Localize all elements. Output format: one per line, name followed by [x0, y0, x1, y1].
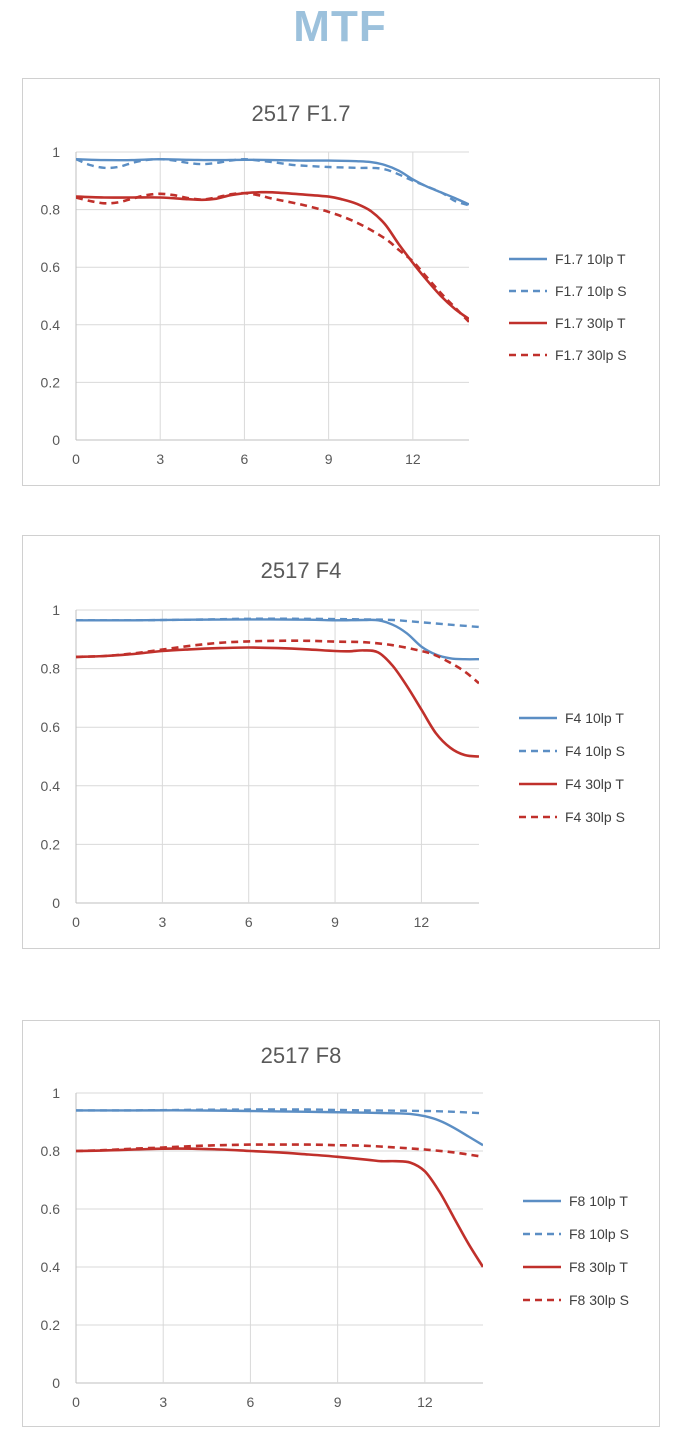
chart-title: 2517 F1.7: [251, 101, 350, 126]
series-line-f4-30lp-t: [76, 646, 479, 758]
y-tick-label: 0: [52, 432, 60, 448]
y-tick-label: 1: [52, 1085, 60, 1101]
y-tick-label: 0.6: [41, 719, 61, 735]
series-line-f8-30lp-t: [76, 1147, 483, 1268]
mtf-chart-svg: 2517 F1.7 0 0.2 0.4 0.6 0.8 1 0 3 6 9 12 F1.7 10lp T…: [41, 101, 627, 467]
mtf-chart-panel-f4: 2517 F4 0 0.2 0.4 0.6 0.8 1 0 3 6 9 12 F4 10lp T F4 1…: [22, 535, 660, 949]
y-tick-label: 0.6: [41, 1201, 61, 1217]
series-line-f4-30lp-s: [76, 639, 479, 685]
x-tick-label: 9: [334, 1394, 342, 1410]
legend-label: F4 30lp S: [565, 809, 625, 825]
x-tick-label: 3: [158, 914, 166, 930]
y-tick-label: 0.8: [41, 202, 61, 218]
legend-label: F1.7 30lp T: [555, 315, 626, 331]
chart-title: 2517 F8: [261, 1043, 342, 1068]
legend-label: F4 10lp S: [565, 743, 625, 759]
series-line-f8-10lp-t: [76, 1109, 483, 1147]
chart-title: 2517 F4: [261, 558, 342, 583]
y-tick-label: 0.4: [41, 1259, 61, 1275]
x-tick-label: 3: [159, 1394, 167, 1410]
y-tick-label: 0: [52, 895, 60, 911]
y-tick-label: 0.8: [41, 661, 61, 677]
legend-label: F8 30lp T: [569, 1259, 628, 1275]
mtf-chart-svg: 2517 F4 0 0.2 0.4 0.6 0.8 1 0 3 6 9 12 F4 10lp T F4 1…: [41, 558, 625, 930]
legend-label: F4 10lp T: [565, 710, 624, 726]
y-tick-label: 0: [52, 1375, 60, 1391]
mtf-chart-svg: 2517 F8 0 0.2 0.4 0.6 0.8 1 0 3 6 9 12 F8 10lp T F8 1…: [41, 1043, 629, 1410]
legend-label: F1.7 10lp S: [555, 283, 627, 299]
y-tick-label: 0.6: [41, 259, 61, 275]
series-line-f8-30lp-s: [76, 1143, 483, 1159]
x-tick-label: 0: [72, 451, 80, 467]
x-tick-label: 6: [245, 914, 253, 930]
y-tick-label: 1: [52, 144, 60, 160]
series-line-f8-10lp-s: [76, 1108, 483, 1115]
y-tick-label: 0.2: [41, 374, 61, 390]
x-tick-label: 0: [72, 914, 80, 930]
x-tick-label: 6: [241, 451, 249, 467]
series-line-f1-7-30lp-t: [76, 190, 469, 321]
x-tick-label: 12: [405, 451, 421, 467]
x-tick-label: 12: [417, 1394, 433, 1410]
y-tick-label: 0.2: [41, 1317, 61, 1333]
page-title: MTF: [293, 2, 387, 51]
y-tick-label: 0.4: [41, 778, 61, 794]
x-tick-label: 6: [247, 1394, 255, 1410]
mtf-chart-panel-f1-7: 2517 F1.7 0 0.2 0.4 0.6 0.8 1 0 3 6 9 12 F1.7 10lp T…: [22, 78, 660, 486]
legend-label: F1.7 10lp T: [555, 251, 626, 267]
mtf-chart-panel-f8: 2517 F8 0 0.2 0.4 0.6 0.8 1 0 3 6 9 12 F8 10lp T F8 1…: [22, 1020, 660, 1427]
y-tick-label: 1: [52, 602, 60, 618]
y-tick-label: 0.8: [41, 1143, 61, 1159]
x-tick-label: 9: [331, 914, 339, 930]
series-line-f1-7-10lp-s: [76, 157, 469, 207]
x-tick-label: 9: [325, 451, 333, 467]
legend-label: F1.7 30lp S: [555, 347, 627, 363]
legend-label: F8 10lp T: [569, 1193, 628, 1209]
legend-label: F4 30lp T: [565, 776, 624, 792]
x-tick-label: 3: [156, 451, 164, 467]
legend-label: F8 10lp S: [569, 1226, 629, 1242]
y-tick-label: 0.4: [41, 317, 61, 333]
series-line-f1-7-30lp-s: [76, 191, 469, 323]
legend-label: F8 30lp S: [569, 1292, 629, 1308]
series-line-f4-10lp-s: [76, 617, 479, 629]
y-tick-label: 0.2: [41, 836, 61, 852]
x-tick-label: 0: [72, 1394, 80, 1410]
x-tick-label: 12: [414, 914, 430, 930]
